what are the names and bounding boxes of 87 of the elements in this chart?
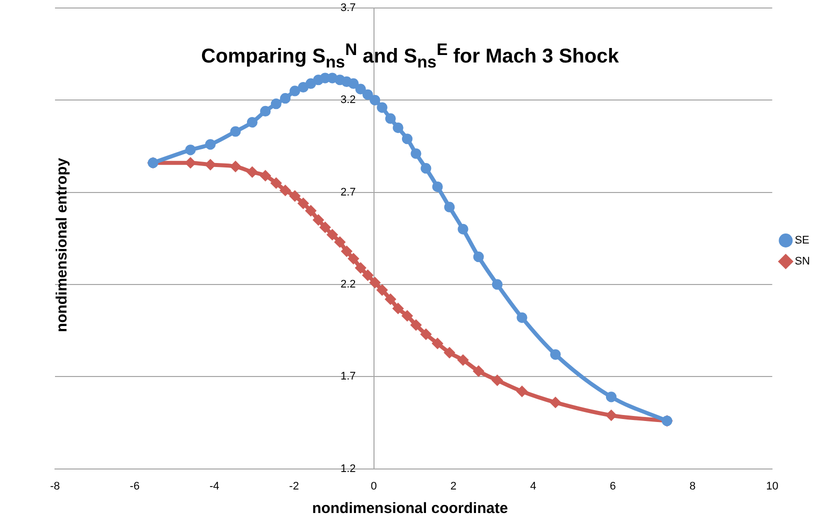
point xyxy=(444,348,454,358)
point xyxy=(516,386,527,396)
x-tick-label: 10 xyxy=(766,480,778,492)
point xyxy=(377,285,388,296)
point xyxy=(386,294,396,304)
point xyxy=(290,191,300,202)
point xyxy=(550,349,561,360)
point xyxy=(362,89,374,100)
point xyxy=(402,310,412,321)
point xyxy=(205,160,216,170)
point xyxy=(370,278,380,288)
point xyxy=(385,113,396,124)
point xyxy=(362,270,373,280)
point xyxy=(411,320,421,330)
point xyxy=(290,86,300,96)
point xyxy=(376,102,388,113)
point xyxy=(550,397,560,408)
legend-label: SE xyxy=(794,234,810,247)
text: Comparing S$_{ns}$$^{N}$ and S$_{ns}$$^{E}$ for Mach 3 Shock xyxy=(200,40,620,73)
y-tick-label: 3.7 xyxy=(340,2,356,14)
point xyxy=(298,82,309,93)
y-tick-label: 3.2 xyxy=(340,94,356,106)
point xyxy=(298,198,308,208)
point xyxy=(410,148,422,159)
point xyxy=(392,122,404,134)
point xyxy=(320,72,330,84)
y-tick-label: 2.2 xyxy=(340,278,356,291)
legend-label: SN xyxy=(794,256,810,268)
point xyxy=(474,366,484,376)
point xyxy=(432,338,443,348)
point xyxy=(393,303,404,314)
point xyxy=(348,78,359,89)
point xyxy=(260,106,271,117)
x-tick-label: -2 xyxy=(289,480,299,492)
point xyxy=(458,355,468,366)
point xyxy=(334,74,346,86)
point xyxy=(492,375,502,386)
y-tick-label: 2.7 xyxy=(340,186,356,198)
x-tick-label: 6 xyxy=(610,480,616,492)
point xyxy=(327,230,338,240)
point xyxy=(432,181,443,192)
x-axis-title: nondimensional coordinate xyxy=(311,500,509,517)
point xyxy=(420,329,431,340)
y-tick-label: 1.7 xyxy=(340,370,356,383)
point xyxy=(341,76,352,88)
point xyxy=(185,158,196,168)
point xyxy=(355,84,366,94)
point xyxy=(320,222,330,232)
point xyxy=(270,98,282,110)
point xyxy=(402,134,413,144)
x-tick-label: 8 xyxy=(689,480,696,492)
point xyxy=(348,254,358,264)
x-tick-label: -8 xyxy=(50,480,60,492)
x-tick-label: -4 xyxy=(209,480,220,492)
point xyxy=(444,202,455,212)
x-tick-label: 4 xyxy=(530,480,536,492)
x-tick-label: 0 xyxy=(370,480,377,492)
point xyxy=(327,72,338,84)
point xyxy=(342,246,352,256)
point xyxy=(492,279,503,290)
y-axis-title: nondimensional entropy xyxy=(54,158,70,332)
point xyxy=(306,206,316,216)
point xyxy=(606,410,616,420)
point xyxy=(356,262,366,273)
point xyxy=(306,78,316,89)
point xyxy=(473,252,484,262)
point xyxy=(516,312,528,323)
point xyxy=(280,93,291,104)
point xyxy=(334,237,345,248)
point xyxy=(606,392,617,402)
point xyxy=(185,144,196,156)
point xyxy=(230,162,240,172)
point xyxy=(230,126,241,137)
point xyxy=(313,214,324,225)
point xyxy=(313,74,324,86)
point xyxy=(205,139,216,150)
point xyxy=(246,116,258,128)
x-tick-label: 2 xyxy=(450,480,457,492)
point xyxy=(370,94,380,106)
point xyxy=(260,170,270,181)
y-tick-label: 1.2 xyxy=(340,462,356,475)
point xyxy=(247,167,258,178)
point xyxy=(280,185,290,196)
point xyxy=(271,178,282,188)
x-tick-label: -6 xyxy=(130,480,140,492)
point xyxy=(458,224,468,234)
point xyxy=(420,163,432,174)
